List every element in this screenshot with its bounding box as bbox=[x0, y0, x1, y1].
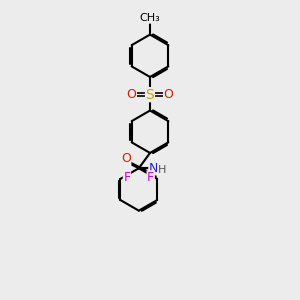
Text: CH₃: CH₃ bbox=[140, 13, 160, 23]
Text: O: O bbox=[127, 88, 136, 101]
Text: O: O bbox=[121, 152, 131, 165]
Text: O: O bbox=[164, 88, 173, 101]
Text: F: F bbox=[123, 171, 130, 184]
Text: H: H bbox=[158, 165, 166, 175]
Text: N: N bbox=[149, 162, 158, 175]
Text: F: F bbox=[147, 171, 154, 184]
Text: S: S bbox=[146, 88, 154, 102]
